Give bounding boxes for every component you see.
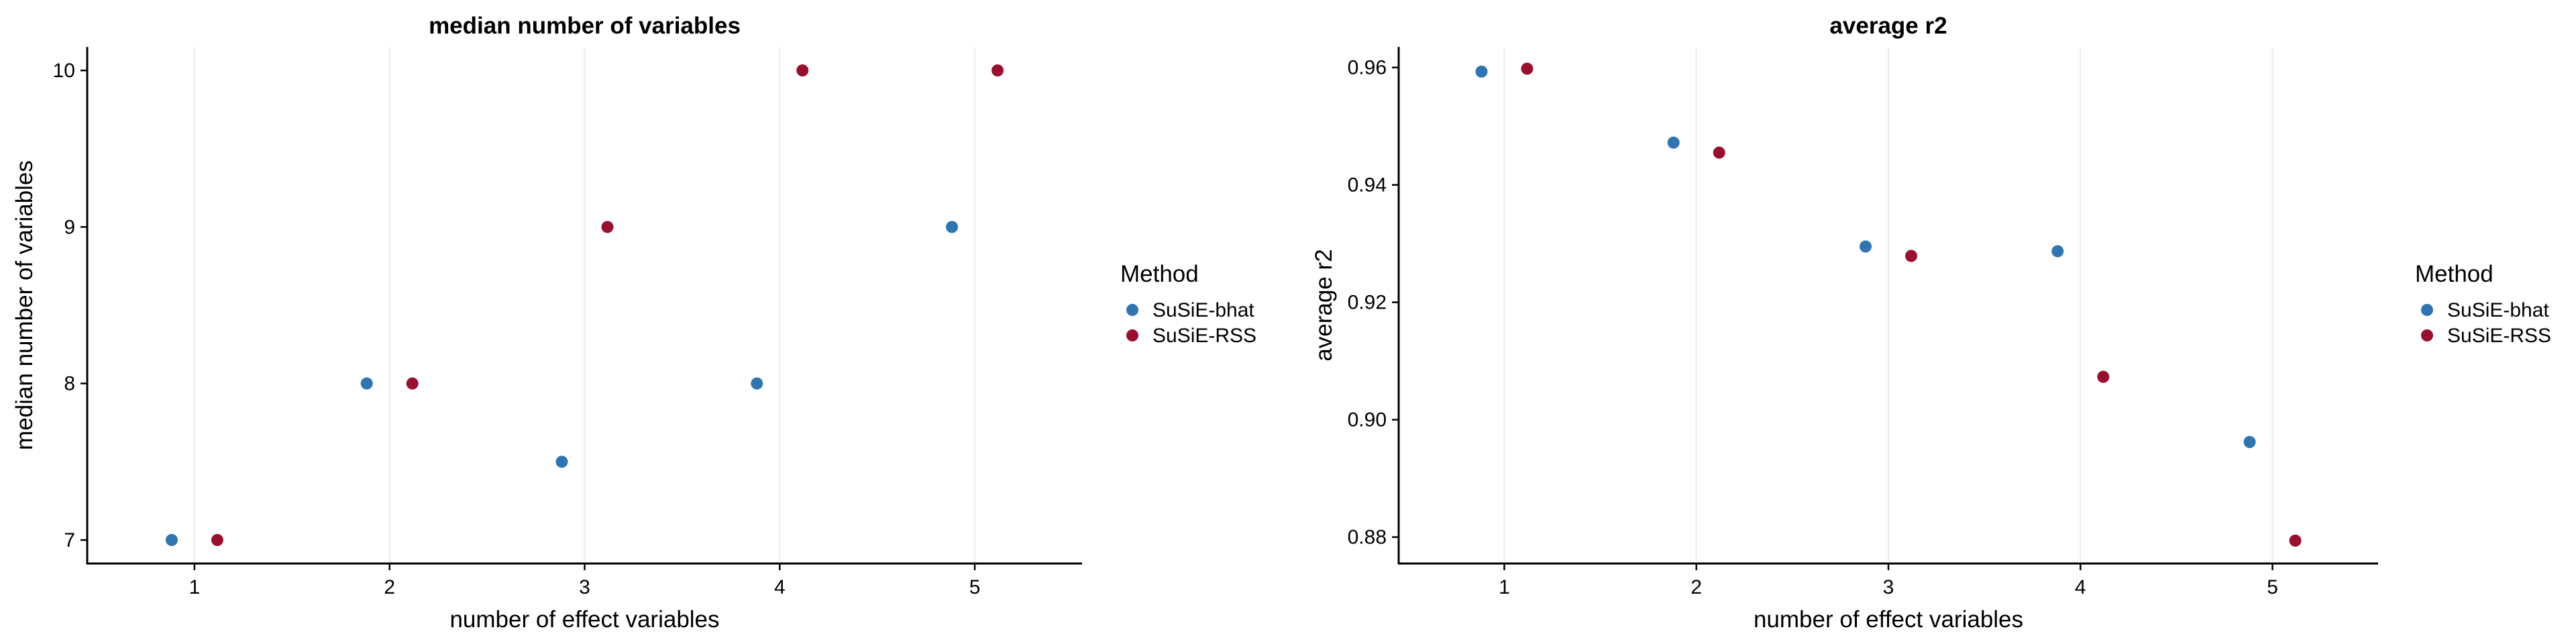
legend-label: SuSiE-bhat — [2447, 299, 2549, 321]
chart-title: median number of variables — [429, 13, 741, 39]
point-susie-bhat — [2051, 245, 2064, 258]
legend-key-susie-rss — [1126, 329, 1138, 341]
chart-panel-2: 1 2 3 4 5 0.88 0.90 0.92 0.94 0.96 average r2 numbe… — [1311, 13, 2551, 633]
legend: Method SuSiE-bhat SuSiE-RSS — [2415, 261, 2551, 347]
y-tick-label: 8 — [64, 373, 75, 395]
point-susie-rss — [601, 221, 614, 233]
chart-panel-1: 1 2 3 4 5 7 8 9 10 median number of variables numb… — [11, 13, 1256, 633]
x-tick-label: 4 — [2075, 576, 2086, 598]
point-susie-rss — [1713, 146, 1725, 159]
y-tick-label: 0.96 — [1348, 57, 1387, 79]
legend-key-susie-rss — [2421, 329, 2433, 341]
y-tick-label: 0.94 — [1348, 174, 1387, 197]
point-susie-bhat — [1475, 65, 1488, 78]
legend-key-susie-bhat — [2421, 304, 2433, 316]
point-susie-rss — [2097, 370, 2110, 383]
y-tick-label: 0.92 — [1348, 292, 1387, 314]
point-susie-rss — [796, 64, 809, 76]
x-axis-title: number of effect variables — [449, 606, 719, 633]
y-tick-label: 10 — [53, 60, 75, 82]
point-susie-rss — [991, 64, 1004, 76]
legend-label: SuSiE-RSS — [2447, 325, 2551, 347]
legend-title: Method — [1120, 261, 1199, 287]
y-tick-label: 0.90 — [1348, 409, 1387, 431]
legend-key-susie-bhat — [1126, 304, 1138, 316]
point-susie-bhat — [2243, 435, 2256, 448]
point-susie-bhat — [1667, 136, 1680, 149]
y-tick-label: 0.88 — [1348, 527, 1387, 549]
point-susie-bhat — [751, 377, 763, 390]
y-tick-label: 9 — [64, 216, 75, 238]
x-tick-label: 4 — [774, 576, 786, 598]
x-tick-label: 1 — [1499, 576, 1510, 598]
legend: Method SuSiE-bhat SuSiE-RSS — [1120, 261, 1256, 347]
legend-label: SuSiE-RSS — [1152, 325, 1256, 347]
chart-title: average r2 — [1829, 13, 1947, 39]
point-susie-bhat — [1860, 240, 1872, 253]
legend-title: Method — [2415, 261, 2493, 287]
point-susie-rss — [2289, 534, 2302, 547]
x-axis-title: number of effect variables — [1754, 606, 2023, 633]
x-tick-label: 3 — [1883, 576, 1894, 598]
x-tick-label: 1 — [189, 576, 201, 598]
point-susie-bhat — [946, 221, 959, 233]
x-tick-label: 5 — [2267, 576, 2278, 598]
point-susie-rss — [211, 534, 223, 546]
y-tick-label: 7 — [64, 529, 75, 551]
point-susie-rss — [406, 377, 419, 390]
point-susie-bhat — [360, 377, 373, 390]
x-tick-label: 5 — [969, 576, 981, 598]
point-susie-bhat — [165, 534, 178, 546]
x-tick-label: 2 — [384, 576, 395, 598]
y-axis-title: average r2 — [1311, 249, 1337, 361]
x-tick-label: 3 — [579, 576, 590, 598]
x-tick-label: 2 — [1690, 576, 1702, 598]
point-susie-rss — [1521, 62, 1534, 75]
y-axis-title: median number of variables — [11, 160, 38, 450]
legend-label: SuSiE-bhat — [1152, 299, 1254, 321]
point-susie-rss — [1905, 250, 1917, 262]
point-susie-bhat — [555, 455, 568, 468]
